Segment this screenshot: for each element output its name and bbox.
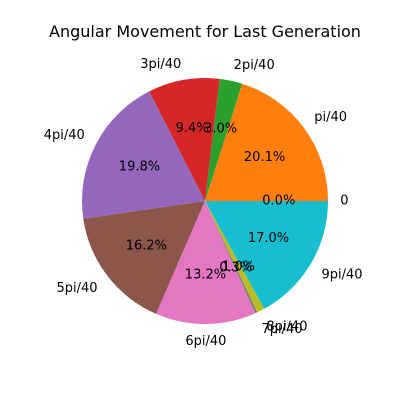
slice-percent-6pi-40: 13.2% xyxy=(185,267,226,282)
slice-percent-5pi-40: 16.2% xyxy=(126,238,167,253)
slices-layer xyxy=(81,78,328,324)
pie-slice-3pi-40 xyxy=(149,78,220,201)
slice-percent-7pi-40: 0.3% xyxy=(219,261,252,276)
pie-slice-7pi-40 xyxy=(205,201,258,314)
slice-percent-8pi-40: 1.0% xyxy=(222,259,255,274)
pie-slice-4pi-40 xyxy=(81,91,205,219)
slice-label-3pi-40: 3pi/40 xyxy=(140,57,181,72)
slice-label-9pi-40: 9pi/40 xyxy=(321,268,362,283)
chart-title: Angular Movement for Last Generation xyxy=(49,22,361,41)
slice-percent-9pi-40: 17.0% xyxy=(248,231,289,246)
slice-label-8pi-40: 8pi/40 xyxy=(266,319,307,334)
pie-slice-pi-40 xyxy=(205,83,328,201)
slice-label-6pi-40: 6pi/40 xyxy=(185,334,226,349)
slice-percent-pi-40: 20.1% xyxy=(244,150,285,165)
slice-percent-4pi-40: 19.8% xyxy=(119,160,160,175)
slice-label-5pi-40: 5pi/40 xyxy=(57,281,98,296)
pie-slice-2pi-40 xyxy=(205,78,243,201)
slice-label-7pi-40: 7pi/40 xyxy=(261,322,302,337)
slice-label-pi-40: pi/40 xyxy=(314,110,347,125)
pie-slice-9pi-40 xyxy=(205,201,328,309)
slice-percent-2pi-40: 3.0% xyxy=(204,121,237,136)
pie-slice-8pi-40 xyxy=(205,201,265,313)
slice-percent-0: 0.0% xyxy=(262,194,295,209)
slice-percent-3pi-40: 9.4% xyxy=(176,121,209,136)
slice-label-2pi-40: 2pi/40 xyxy=(234,58,275,73)
labels-layer: 0 0.0% pi/40 20.1% 2pi/40 3.0% 3pi/40 9.4% 4pi/4… xyxy=(44,57,363,349)
slice-label-4pi-40: 4pi/40 xyxy=(44,128,85,143)
pie-slice-6pi-40 xyxy=(156,201,256,324)
pie-slice-5pi-40 xyxy=(83,201,205,314)
slice-label-0: 0 xyxy=(340,194,348,209)
